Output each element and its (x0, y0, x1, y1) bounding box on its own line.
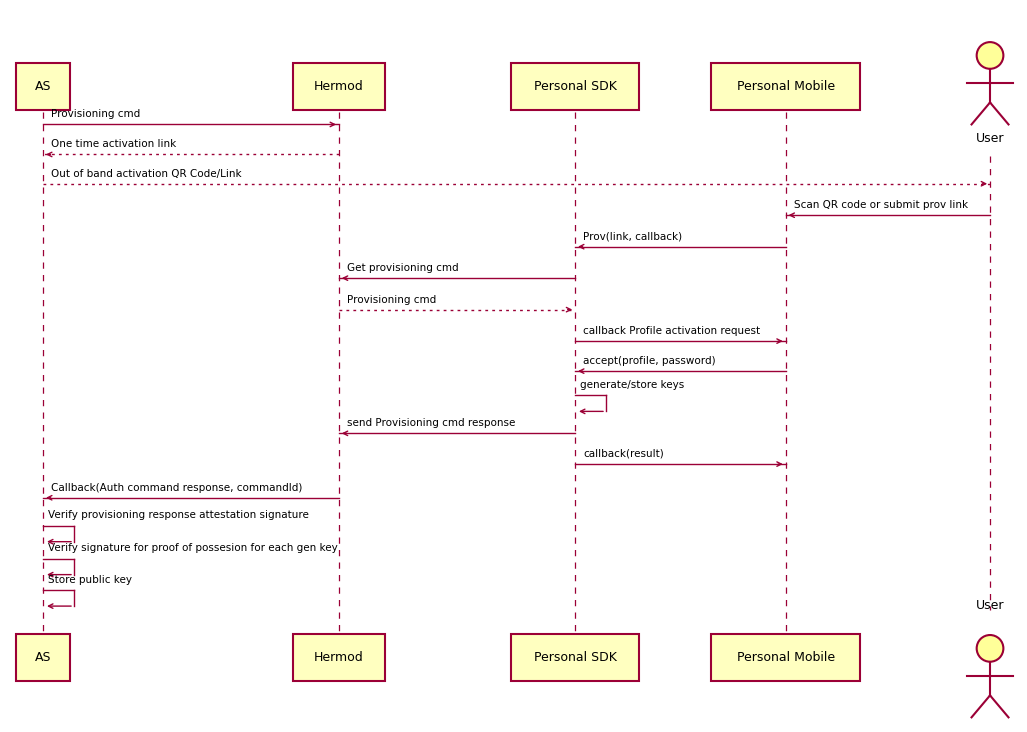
Text: One time activation link: One time activation link (51, 139, 177, 149)
Text: Personal SDK: Personal SDK (534, 80, 616, 93)
Text: Personal Mobile: Personal Mobile (736, 80, 835, 93)
Text: Out of band activation QR Code/Link: Out of band activation QR Code/Link (51, 168, 242, 179)
FancyBboxPatch shape (511, 62, 639, 110)
Text: User: User (976, 599, 1004, 612)
Text: Provisioning cmd: Provisioning cmd (347, 294, 436, 305)
Text: Hermod: Hermod (314, 651, 364, 664)
Text: Verify signature for proof of possesion for each gen key: Verify signature for proof of possesion … (48, 543, 338, 553)
Text: Callback(Auth command response, commandId): Callback(Auth command response, commandI… (51, 482, 303, 493)
FancyBboxPatch shape (711, 633, 861, 681)
Text: generate/store keys: generate/store keys (580, 380, 685, 390)
Text: Prov(link, callback): Prov(link, callback) (583, 231, 683, 242)
Ellipse shape (977, 42, 1003, 69)
FancyBboxPatch shape (711, 62, 861, 110)
Ellipse shape (977, 635, 1003, 662)
FancyBboxPatch shape (293, 62, 385, 110)
Text: send Provisioning cmd response: send Provisioning cmd response (347, 418, 516, 428)
Text: Get provisioning cmd: Get provisioning cmd (347, 263, 459, 273)
Text: Store public key: Store public key (48, 575, 132, 585)
Text: AS: AS (35, 80, 51, 93)
Text: callback Profile activation request: callback Profile activation request (583, 326, 760, 336)
Text: Hermod: Hermod (314, 80, 364, 93)
FancyBboxPatch shape (16, 633, 70, 681)
FancyBboxPatch shape (511, 633, 639, 681)
Text: Verify provisioning response attestation signature: Verify provisioning response attestation… (48, 510, 309, 520)
Text: callback(result): callback(result) (583, 449, 664, 459)
Text: Scan QR code or submit prov link: Scan QR code or submit prov link (794, 200, 968, 210)
Text: Personal Mobile: Personal Mobile (736, 651, 835, 664)
Text: accept(profile, password): accept(profile, password) (583, 356, 716, 366)
FancyBboxPatch shape (16, 62, 70, 110)
Text: Personal SDK: Personal SDK (534, 651, 616, 664)
Text: User: User (976, 132, 1004, 145)
Text: AS: AS (35, 651, 51, 664)
Text: Provisioning cmd: Provisioning cmd (51, 109, 141, 119)
FancyBboxPatch shape (293, 633, 385, 681)
